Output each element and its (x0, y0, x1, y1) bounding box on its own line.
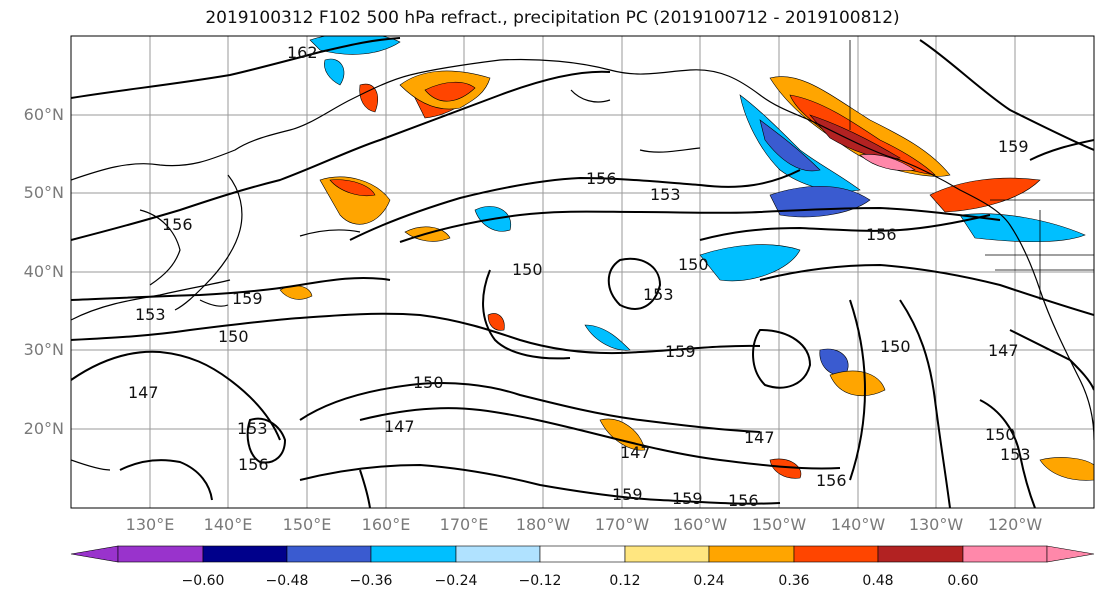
contour-label: 147 (128, 383, 159, 402)
contour-label: 156 (866, 225, 897, 244)
lon-label: 150°W (751, 515, 807, 534)
lon-label: 160°E (361, 515, 411, 534)
contour-label: 159 (665, 342, 696, 361)
contour-label: 150 (880, 337, 911, 356)
map-frame (70, 35, 1095, 509)
contour-label: 153 (650, 185, 681, 204)
lon-label: 140°W (830, 515, 886, 534)
colorbar (70, 545, 1095, 563)
colorbar-extend-low (70, 545, 119, 563)
contour-label: 153 (1000, 445, 1031, 464)
map-title: 2019100312 F102 500 hPa refract., precip… (205, 8, 900, 28)
lat-label: 40°N (23, 262, 64, 281)
precip-shading (279, 36, 1094, 481)
contour-label: 147 (744, 428, 775, 447)
contour-label: 150 (678, 255, 709, 274)
colorbar-segment (202, 545, 288, 563)
lat-label: 20°N (23, 419, 64, 438)
colorbar-tick-label: 0.24 (693, 573, 725, 589)
lat-label: 50°N (23, 183, 64, 202)
colorbar-tick-label: 0.60 (947, 573, 979, 589)
contour-label: 159 (612, 485, 643, 504)
colorbar-tick-label: 0.36 (778, 573, 810, 589)
contour-label: 147 (988, 341, 1019, 360)
contour-label: 156 (728, 491, 759, 510)
lon-label: 150°E (282, 515, 332, 534)
colorbar-segment (286, 545, 372, 563)
lon-label: 170°W (594, 515, 650, 534)
graticule (71, 36, 1094, 508)
contour-label: 147 (620, 443, 651, 462)
colorbar-segment (708, 545, 795, 563)
contour-label: 153 (643, 285, 674, 304)
contour-label: 150 (985, 425, 1016, 444)
colorbar-extend-high (1046, 545, 1095, 563)
contour-label: 156 (816, 471, 847, 490)
contour-label: 147 (384, 417, 415, 436)
colorbar-segment (877, 545, 964, 563)
height-contours (71, 37, 1094, 508)
lon-label: 130°E (125, 515, 175, 534)
lon-label: 120°W (987, 515, 1043, 534)
contour-label: 153 (135, 305, 166, 324)
coastlines (71, 58, 1094, 471)
contour-label: 159 (232, 289, 263, 308)
lon-label: 170°E (439, 515, 489, 534)
colorbar-segment (962, 545, 1048, 563)
colorbar-tick-label: −0.36 (349, 573, 393, 589)
colorbar-segment (370, 545, 457, 563)
contour-label: 156 (162, 215, 193, 234)
colorbar-tick-label: −0.60 (181, 573, 225, 589)
colorbar-tick-label: 0.12 (609, 573, 641, 589)
colorbar-tick-label: 0.48 (862, 573, 894, 589)
contour-label: 156 (238, 455, 269, 474)
colorbar-segment (793, 545, 879, 563)
colorbar-tick-label: −0.12 (518, 573, 562, 589)
lon-label: 130°W (908, 515, 964, 534)
lon-label: 140°E (203, 515, 253, 534)
lon-label: 180°W (515, 515, 571, 534)
contour-label: 150 (218, 327, 249, 346)
colorbar-tick-label: −0.48 (265, 573, 309, 589)
contour-label: 162 (287, 43, 318, 62)
lat-label: 60°N (23, 105, 64, 124)
colorbar-segment (117, 545, 204, 563)
contour-label: 159 (672, 489, 703, 508)
colorbar-segment (455, 545, 541, 563)
lon-label: 160°W (672, 515, 728, 534)
contour-label: 159 (998, 137, 1029, 156)
political-borders (849, 40, 1094, 300)
contour-label: 150 (413, 373, 444, 392)
contour-label: 150 (512, 260, 543, 279)
contour-label: 153 (237, 419, 268, 438)
colorbar-segment (624, 545, 710, 563)
contour-labels: 162 156 153 150 156 159 150 147 153 156 … (128, 43, 1031, 510)
colorbar-tick-label: −0.24 (434, 573, 478, 589)
colorbar-segment (539, 545, 626, 563)
lat-label: 30°N (23, 340, 64, 359)
contour-label: 156 (586, 169, 617, 188)
